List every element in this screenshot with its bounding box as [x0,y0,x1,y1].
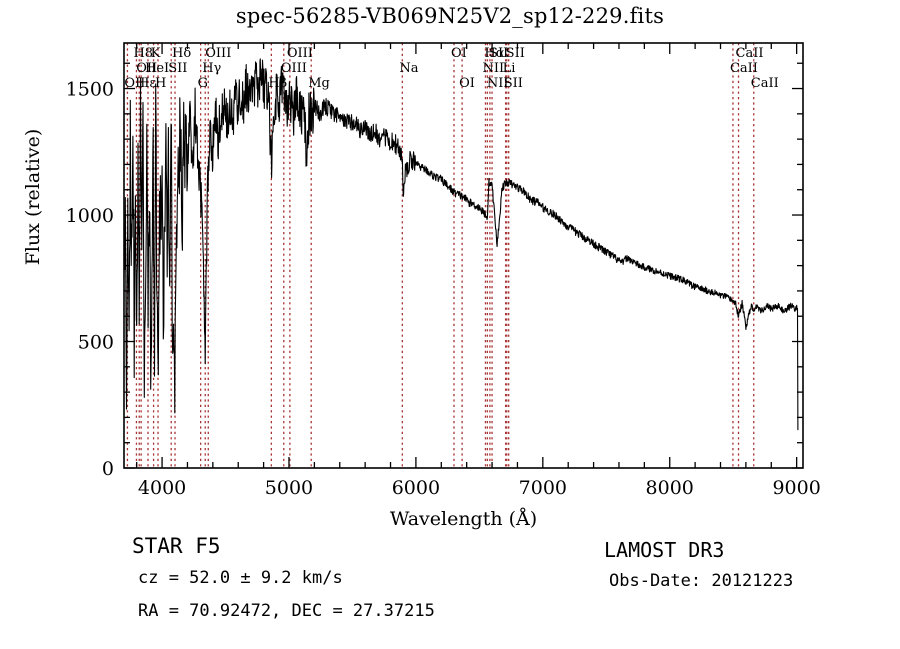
spectral-line-label: OI [459,76,475,91]
y-tick-label: 500 [78,332,114,354]
spectral-line-label: Hε [138,76,157,91]
spectral-line-label: Hγ [202,61,222,76]
coordinates: RA = 70.92472, DEC = 27.37215 [138,601,435,621]
y-tick-label: 1500 [66,79,114,101]
spectral-line-label: H8 [133,46,154,61]
x-axis-label: Wavelength (Å) [389,508,538,530]
spectral-line-label: Na [399,61,419,76]
y-axis-label: Flux (relative) [22,128,44,266]
spectral-line-label: G [197,76,209,91]
spectral-line-label: OIII [286,46,313,61]
spectral-line-label: CaII [735,46,764,61]
spectral-line-label: SII [503,76,523,91]
y-tick-label: 1000 [66,205,114,227]
spectral-line-label: Hβ [268,76,288,91]
redshift-velocity: cz = 52.0 ± 9.2 km/s [138,568,343,588]
spectral-line-label: Li [502,61,516,76]
x-tick-label: 6000 [392,477,440,499]
spectral-line-label: NII [482,61,505,76]
x-tick-label: 9000 [772,477,820,499]
x-tick-label: 8000 [646,477,694,499]
survey-label: LAMOST DR3 [604,538,725,562]
object-class: STAR F5 [132,534,221,558]
spectral-line-label: Mg [308,76,330,91]
y-tick-label: 0 [102,458,114,480]
spectral-line-label: OI [450,46,467,61]
spectral-line-label: HeI [144,61,170,76]
spectral-line-label: CaII [729,61,758,76]
spectral-line-label: SII [168,61,188,76]
spectral-line-label: OII [124,76,146,91]
spectral-line-label: SII [505,46,525,61]
spectral-line-label: OIII [205,46,232,61]
spectral-line-label: CaII [750,76,779,91]
spectral-line-label: Hα [484,46,505,61]
spectral-line-label: Hδ [172,46,192,61]
x-tick-label: 4000 [138,477,186,499]
spectral-line-label: K [150,46,161,61]
spectral-line-label: H [155,76,167,91]
x-tick-label: 7000 [519,477,567,499]
observation-date: Obs-Date: 20121223 [609,571,794,591]
spectral-line-label: OIII [280,61,307,76]
page-title: spec-56285-VB069N25V2_sp12-229.fits [235,4,665,28]
x-tick-label: 5000 [265,477,313,499]
spectral-line-label: SII [489,46,509,61]
spectral-line-label: NII [486,76,509,91]
spectral-line-label: OII [136,61,158,76]
